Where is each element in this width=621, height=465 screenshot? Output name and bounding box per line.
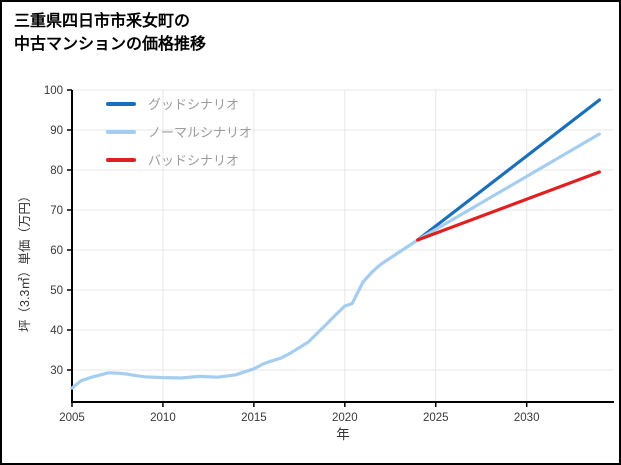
chart-title-line2: 中古マンションの価格推移: [14, 36, 207, 54]
y-tick-label: 40: [50, 325, 63, 337]
legend-item-bad-scenario: バッドシナリオ: [106, 150, 252, 169]
y-tick-label: 60: [50, 245, 63, 257]
x-tick-label: 2015: [241, 412, 267, 424]
legend-swatch-good-scenario: [106, 101, 136, 106]
x-tick-label: 2020: [332, 412, 358, 424]
y-tick-label: 100: [44, 85, 63, 97]
chart-title: 三重県四日市市釆女町の 中古マンションの価格推移: [14, 10, 206, 56]
y-tick-label: 90: [50, 125, 63, 137]
x-tick-label: 2030: [514, 412, 540, 424]
legend-label-good-scenario: グッドシナリオ: [148, 97, 240, 112]
x-tick-label: 2025: [423, 412, 449, 424]
series-line-normal-scenario: [70, 132, 602, 390]
series-line-good-scenario: [416, 98, 602, 242]
legend-item-good-scenario: グッドシナリオ: [106, 94, 252, 113]
series-line-bad-scenario: [416, 170, 602, 242]
y-axis-label: 坪（3.3㎡）単価（万円）: [18, 189, 32, 332]
legend-label-bad-scenario: バッドシナリオ: [148, 153, 240, 168]
y-tick-label: 80: [50, 165, 63, 177]
chart-legend: グッドシナリオ ノーマルシナリオ バッドシナリオ: [106, 94, 252, 169]
legend-swatch-bad-scenario: [106, 157, 136, 162]
y-tick-label: 30: [50, 365, 63, 377]
chart-title-line1: 三重県四日市市釆女町の: [14, 13, 191, 30]
x-axis-label: 年: [336, 427, 350, 442]
y-tick-label: 50: [50, 285, 63, 297]
y-tick-label: 70: [50, 205, 63, 217]
legend-label-normal-scenario: ノーマルシナリオ: [148, 125, 253, 140]
x-tick-label: 2005: [59, 412, 85, 424]
x-tick-label: 2010: [150, 412, 176, 424]
legend-item-normal-scenario: ノーマルシナリオ: [106, 122, 252, 141]
legend-swatch-normal-scenario: [106, 129, 136, 134]
